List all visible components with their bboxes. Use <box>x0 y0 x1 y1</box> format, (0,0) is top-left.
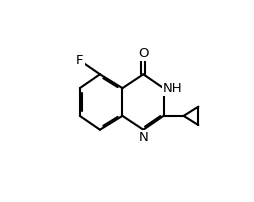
Text: O: O <box>138 47 149 60</box>
Text: NH: NH <box>163 82 183 95</box>
Text: N: N <box>138 131 148 144</box>
Text: F: F <box>76 54 84 67</box>
